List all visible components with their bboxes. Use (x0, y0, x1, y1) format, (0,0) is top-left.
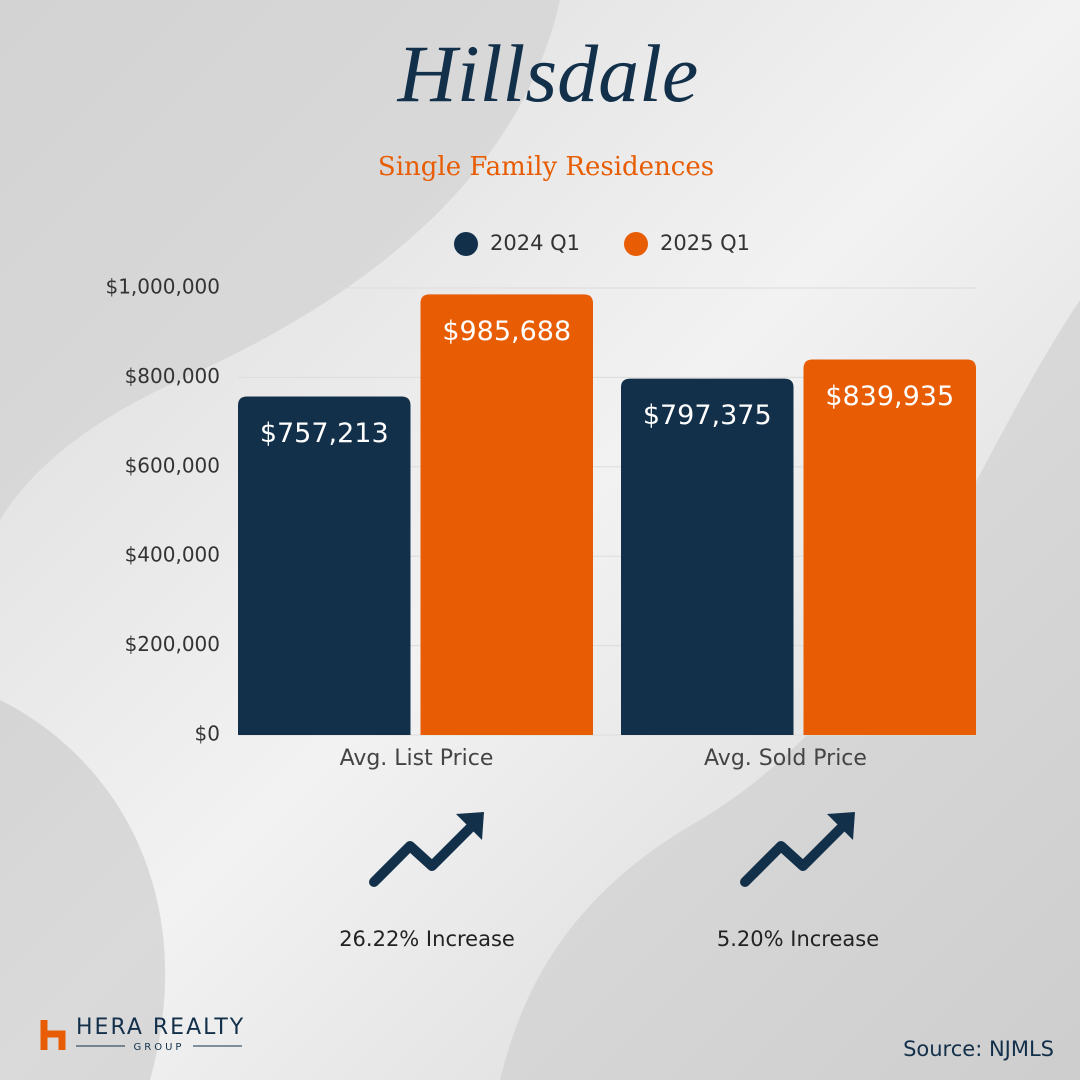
subtitle: Single Family Residences (378, 152, 714, 182)
y-tick-label: $600,000 (125, 453, 220, 477)
bar (238, 396, 411, 735)
legend-swatch (624, 232, 648, 256)
source: Source: NJMLS (903, 1037, 1054, 1061)
x-tick-label: Avg. Sold Price (704, 746, 867, 771)
bar (420, 294, 593, 735)
bar (621, 378, 794, 735)
arrow-head (827, 812, 855, 840)
x-tick-label: Avg. List Price (340, 746, 494, 771)
value-label: $757,213 (260, 418, 389, 449)
bar (803, 359, 976, 735)
trend-arrow (740, 823, 846, 887)
legend-label: 2024 Q1 (490, 231, 580, 255)
background-shape (500, 300, 1080, 1080)
y-tick-label: $1,000,000 (105, 275, 220, 299)
value-label: $797,375 (643, 400, 772, 431)
annotation: 5.20% Increase (717, 927, 879, 951)
trend-icons (369, 823, 846, 887)
annotation: 26.22% Increase (339, 927, 515, 951)
logo-mark (40, 1020, 66, 1050)
y-tick-label: $200,000 (125, 632, 220, 656)
arrow-head (456, 812, 484, 840)
legend-label: 2025 Q1 (660, 231, 750, 255)
legend-swatch (454, 232, 478, 256)
value-label: $985,688 (442, 316, 571, 347)
y-tick-label: $0 (195, 722, 220, 746)
logo-name: HERA REALTY (76, 1015, 245, 1040)
y-tick-label: $800,000 (125, 364, 220, 388)
trend-arrow (369, 823, 475, 887)
value-label: $839,935 (825, 381, 954, 412)
background-shape (0, 700, 166, 1080)
background-shape (0, 0, 560, 520)
title: Hillsdale (397, 28, 699, 119)
y-tick-label: $400,000 (125, 543, 220, 567)
logo-sub: GROUP (134, 1042, 185, 1053)
